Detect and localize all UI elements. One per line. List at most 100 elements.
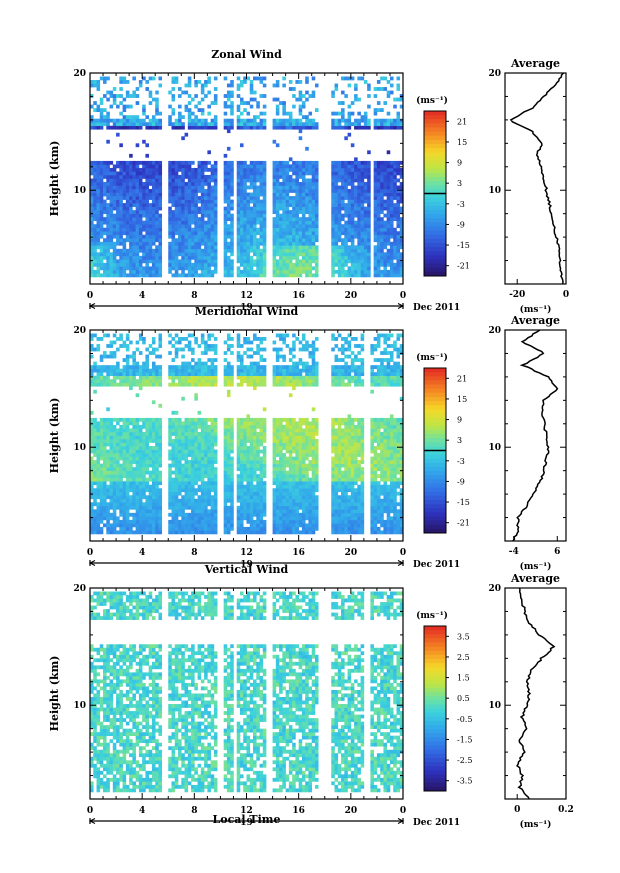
meridional-cell [171, 470, 176, 475]
zonal-cell [226, 189, 231, 193]
zonal-cell [239, 203, 244, 207]
zonal-cell [285, 220, 290, 225]
zonal-cell [259, 94, 264, 98]
zonal-cell [337, 111, 342, 116]
zonal-cell [191, 203, 195, 207]
meridional-cell [135, 481, 140, 486]
meridional-cell [138, 495, 143, 500]
zonal-cell [298, 185, 303, 190]
meridional-cell [158, 491, 163, 496]
meridional-cell [119, 467, 123, 471]
zonal-cell [230, 231, 234, 236]
zonal-cell [389, 252, 394, 257]
zonal-cell [386, 94, 391, 98]
zonal-cell [363, 266, 368, 271]
zonal-cell [223, 174, 228, 179]
zonal-cell [210, 196, 215, 200]
zonal-cell [187, 245, 192, 250]
zonal-cell [399, 125, 404, 130]
meridional-cell [158, 368, 163, 373]
zonal-cell [148, 231, 153, 236]
meridional-cell [204, 474, 208, 478]
meridional-cell [184, 379, 189, 384]
zonal-cell [380, 227, 384, 232]
meridional-cell [129, 460, 133, 464]
meridional-cell [109, 424, 114, 429]
zonal-cell [350, 210, 355, 214]
zonal-cell [194, 248, 198, 253]
meridional-cell [174, 516, 179, 521]
zonal-cell [148, 227, 153, 232]
zonal-cell [191, 262, 195, 267]
meridional-cell [106, 530, 110, 535]
zonal-cell [174, 269, 179, 274]
zonal-cell [135, 245, 140, 250]
meridional-cell [197, 523, 202, 528]
meridional-cell [148, 431, 153, 436]
zonal-cell [259, 182, 264, 186]
zonal-cell [282, 125, 286, 130]
meridional-cell [122, 358, 127, 362]
meridional-cell [99, 372, 104, 377]
meridional-cell [99, 498, 104, 503]
zonal-cell [376, 238, 381, 243]
zonal-cell [347, 125, 352, 130]
zonal-average-frame [504, 72, 567, 285]
zonal-cell [288, 189, 293, 193]
zonal-cell [399, 104, 404, 109]
zonal-cell [367, 118, 371, 123]
zonal-cell [132, 174, 136, 179]
zonal-cell [93, 108, 97, 112]
meridional-cell [155, 431, 159, 436]
meridional-cell [191, 463, 195, 468]
zonal-cell [386, 125, 391, 130]
meridional-cell [151, 526, 156, 531]
zonal-cell [148, 206, 153, 211]
zonal-cell [116, 273, 120, 278]
zonal-cell [272, 238, 277, 243]
zonal-cell [184, 245, 189, 250]
meridional-cell [168, 474, 172, 478]
zonal-cell [314, 178, 319, 183]
zonal-cell [275, 213, 280, 218]
zonal-cell [288, 241, 293, 246]
zonal-cell [305, 248, 309, 253]
meridional-cell [194, 509, 198, 514]
zonal-cell [383, 241, 387, 246]
zonal-cell [357, 255, 361, 260]
zonal-cell [142, 196, 146, 200]
zonal-cell [187, 108, 192, 112]
zonal-cell [181, 189, 185, 193]
meridional-cell [155, 382, 159, 387]
meridional-cell [116, 431, 120, 436]
meridional-cell [96, 382, 101, 387]
zonal-cell [210, 206, 215, 211]
zonal-cell [109, 118, 114, 123]
meridional-cell [194, 502, 198, 507]
meridional-cell [138, 474, 143, 478]
meridional-cell [184, 505, 189, 510]
zonal-cell [174, 167, 179, 172]
meridional-cell [155, 449, 159, 454]
meridional-cell [191, 379, 195, 384]
zonal-cell [96, 125, 101, 130]
meridional-cell [155, 354, 159, 359]
zonal-cell [360, 248, 365, 253]
meridional-cell [210, 509, 215, 514]
zonal-cell [116, 94, 120, 98]
meridional-cell [125, 358, 130, 362]
meridional-cell [200, 477, 205, 482]
meridional-cell [151, 375, 156, 380]
zonal-cell [292, 185, 296, 190]
zonal-cell [155, 108, 159, 112]
zonal-cell [116, 217, 120, 221]
meridional-cell [204, 365, 208, 369]
meridional-cell [213, 460, 218, 464]
zonal-cell [200, 206, 205, 211]
zonal-cell [142, 76, 146, 81]
zonal-cell [292, 227, 296, 232]
zonal-cell [396, 178, 401, 183]
meridional-cell [90, 435, 94, 440]
meridional-cell [145, 467, 149, 471]
meridional-cell [138, 530, 143, 535]
